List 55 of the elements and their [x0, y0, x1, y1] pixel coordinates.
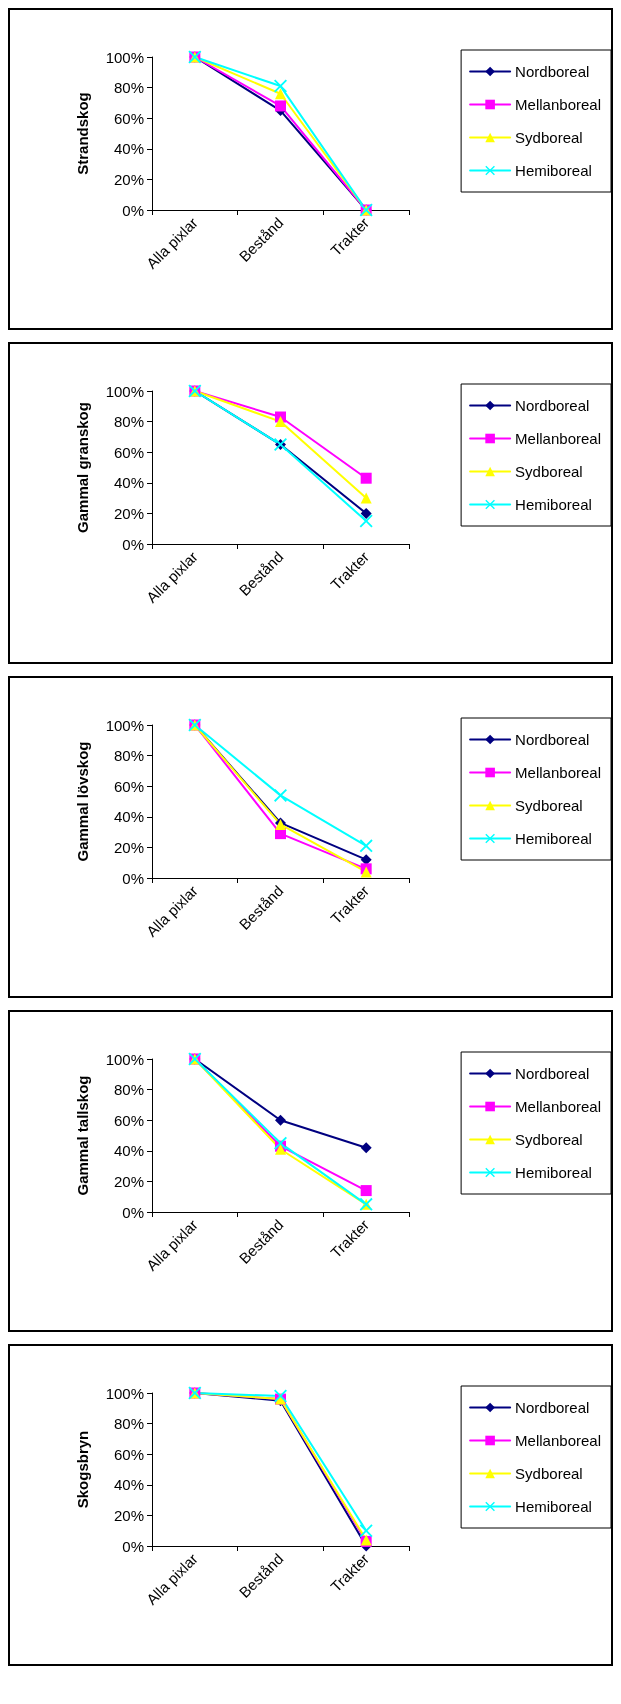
y-axis-title: Gammal lövskog	[74, 741, 91, 862]
y-tick-label: 20%	[113, 504, 144, 522]
y-tick-label: 80%	[113, 1415, 144, 1433]
legend-label: Mellanboreal	[515, 1432, 602, 1449]
y-tick-label: 60%	[113, 109, 144, 127]
legend-label: Hemiboreal	[515, 496, 592, 513]
y-tick-label: 100%	[105, 382, 144, 400]
y-tick-label: 40%	[113, 1142, 144, 1160]
y-tick-label: 80%	[113, 1081, 144, 1099]
y-tick-label: 100%	[105, 1050, 144, 1068]
y-tick-label: 40%	[113, 140, 144, 158]
legend-label: Nordboreal	[515, 1065, 590, 1082]
legend-label: Nordboreal	[515, 731, 590, 748]
y-tick-label: 0%	[122, 869, 144, 887]
y-axis-title: Gammal granskog	[74, 402, 91, 533]
y-tick-label: 40%	[113, 474, 144, 492]
y-tick-label: 60%	[113, 443, 144, 461]
legend-label: Sydboreal	[515, 463, 583, 480]
legend-label: Sydboreal	[515, 129, 583, 146]
y-tick-label: 80%	[113, 413, 144, 431]
legend-label: Hemiboreal	[515, 830, 592, 847]
legend-label: Nordboreal	[515, 63, 590, 80]
legend-label: Hemiboreal	[515, 162, 592, 179]
y-tick-label: 80%	[113, 747, 144, 765]
y-tick-label: 0%	[122, 1203, 144, 1221]
legend-label: Mellanboreal	[515, 1098, 602, 1115]
legend-label: Nordboreal	[515, 397, 590, 414]
y-tick-label: 100%	[105, 48, 144, 66]
legend-label: Mellanboreal	[515, 430, 602, 447]
legend-label: Sydboreal	[515, 1465, 583, 1482]
y-tick-label: 100%	[105, 716, 144, 734]
y-axis-title: Gammal tallskog	[74, 1075, 91, 1196]
y-tick-label: 20%	[113, 1172, 144, 1190]
y-tick-label: 20%	[113, 1506, 144, 1524]
y-tick-label: 0%	[122, 1537, 144, 1555]
y-tick-label: 60%	[113, 777, 144, 795]
y-tick-label: 0%	[122, 201, 144, 219]
y-tick-label: 40%	[113, 808, 144, 826]
y-axis-title: Strandskog	[74, 92, 91, 175]
y-tick-label: 100%	[105, 1384, 144, 1402]
y-tick-label: 60%	[113, 1111, 144, 1129]
legend-label: Mellanboreal	[515, 96, 602, 113]
legend-label: Mellanboreal	[515, 764, 602, 781]
y-tick-label: 40%	[113, 1476, 144, 1494]
y-axis-title: Skogsbryn	[74, 1430, 91, 1509]
y-tick-label: 20%	[113, 838, 144, 856]
y-tick-label: 0%	[122, 535, 144, 553]
y-tick-label: 80%	[113, 79, 144, 97]
legend-label: Hemiboreal	[515, 1164, 592, 1181]
legend-label: Sydboreal	[515, 797, 583, 814]
y-tick-label: 60%	[113, 1445, 144, 1463]
y-tick-label: 20%	[113, 170, 144, 188]
legend-label: Sydboreal	[515, 1131, 583, 1148]
legend-label: Nordboreal	[515, 1399, 590, 1416]
legend-label: Hemiboreal	[515, 1498, 592, 1515]
